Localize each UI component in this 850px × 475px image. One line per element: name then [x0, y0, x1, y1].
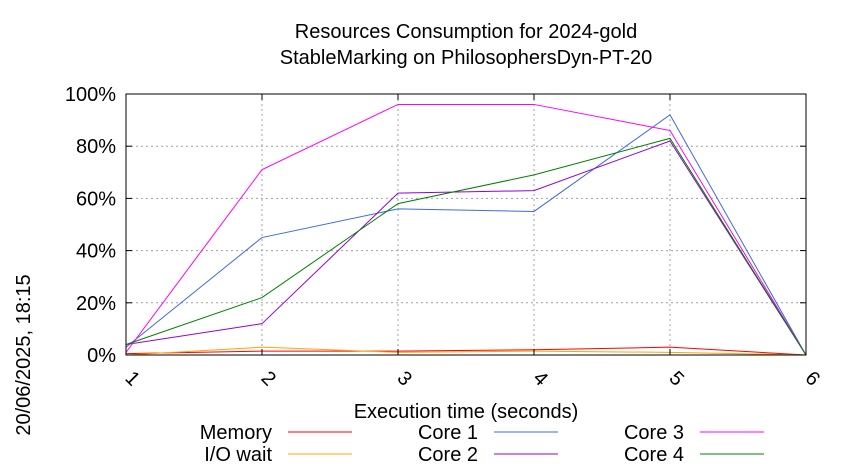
series-line-core-1 [125, 114, 807, 356]
x-tick-label: 4 [529, 367, 552, 390]
legend-label: Memory [200, 422, 272, 444]
x-tick-label: 2 [257, 367, 280, 390]
x-tick-label: 6 [801, 367, 824, 390]
legend-label: Core 2 [418, 444, 478, 466]
plot-frame [125, 93, 807, 356]
grid [125, 93, 807, 356]
x-tick-label: 1 [121, 367, 144, 390]
series-line-core-2 [125, 140, 807, 356]
y-tick-label: 0% [87, 345, 116, 367]
chart-subtitle: StableMarking on PhilosophersDyn-PT-20 [280, 47, 652, 69]
y-tick-label: 20% [76, 293, 116, 315]
series-line-core-4 [125, 137, 807, 356]
timestamp-label: 20/06/2025, 18:15 [13, 274, 35, 435]
series-line-core-3 [125, 103, 807, 356]
x-tick-label: 3 [393, 367, 416, 390]
y-axis-ticks: 0% 20% 40% 60% 80% 100% [65, 84, 806, 367]
legend-label: I/O wait [204, 444, 272, 466]
series-line-i-o-wait [125, 346, 807, 356]
x-axis-label: Execution time (seconds) [354, 401, 579, 423]
legend-label: Core 3 [624, 422, 684, 444]
chart-title: Resources Consumption for 2024-gold [295, 21, 637, 43]
series-line-memory [125, 346, 807, 356]
y-tick-label: 80% [76, 136, 116, 158]
series-lines [125, 103, 807, 356]
y-tick-label: 100% [65, 84, 116, 106]
x-axis-ticks: 1 2 3 4 5 6 [121, 94, 824, 390]
y-tick-label: 60% [76, 188, 116, 210]
legend-label: Core 4 [624, 444, 684, 466]
x-tick-label: 5 [665, 367, 688, 390]
y-tick-label: 40% [76, 241, 116, 263]
legend-label: Core 1 [418, 422, 478, 444]
